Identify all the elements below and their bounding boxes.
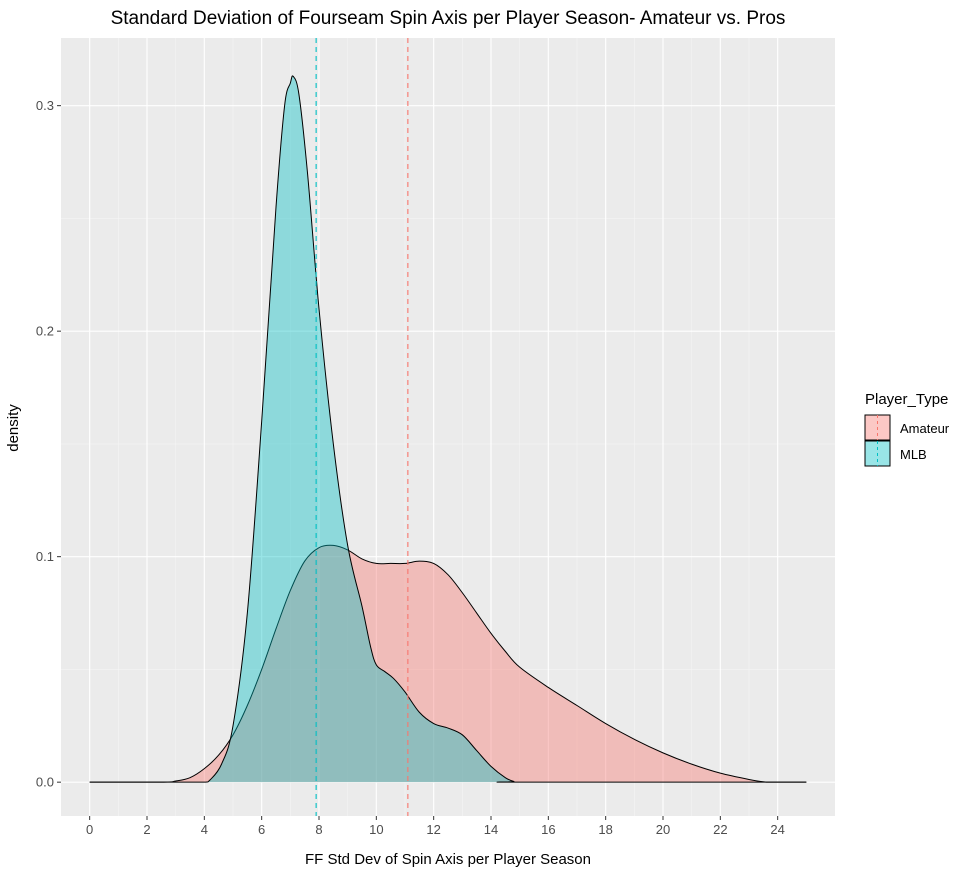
grid-minor (61, 38, 835, 816)
x-tick-label: 0 (86, 822, 93, 837)
x-tick-label: 6 (258, 822, 265, 837)
plot-panel (61, 38, 835, 816)
x-axis: 0 2 4 6 8 10 12 14 16 18 20 22 24 (86, 816, 785, 837)
y-tick-label: 0.3 (36, 98, 54, 113)
legend-label-mlb: MLB (900, 447, 927, 462)
x-tick-label: 2 (143, 822, 150, 837)
x-tick-label: 20 (656, 822, 670, 837)
density-areas (89, 75, 807, 783)
x-tick-label: 16 (541, 822, 555, 837)
x-axis-title: FF Std Dev of Spin Axis per Player Seaso… (305, 851, 591, 868)
y-tick-label: 0.1 (36, 549, 54, 564)
legend: Player_Type Amateur MLB (864, 391, 950, 467)
density-line-mlb (89, 75, 807, 783)
x-tick-label: 22 (713, 822, 727, 837)
x-tick-label: 14 (484, 822, 498, 837)
density-area-mlb (89, 75, 807, 783)
mean-lines (315, 38, 409, 816)
grid-major (61, 38, 835, 816)
y-tick-label: 0.2 (36, 324, 54, 339)
y-axis-title: density (5, 404, 22, 452)
x-tick-label: 18 (598, 822, 612, 837)
y-axis: 0.0 0.1 0.2 0.3 (36, 98, 61, 790)
legend-item-amateur: Amateur (864, 414, 950, 441)
x-tick-label: 8 (315, 822, 322, 837)
x-tick-label: 12 (426, 822, 440, 837)
density-area-amateur (89, 545, 807, 783)
legend-title: Player_Type (865, 391, 948, 408)
chart-title: Standard Deviation of Fourseam Spin Axis… (111, 8, 786, 29)
x-tick-label: 4 (201, 822, 208, 837)
y-tick-label: 0.0 (36, 775, 54, 790)
legend-label-amateur: Amateur (900, 421, 950, 436)
legend-item-mlb: MLB (864, 440, 927, 467)
density-line-amateur (89, 544, 807, 783)
x-tick-label: 24 (770, 822, 784, 837)
x-tick-label: 10 (369, 822, 383, 837)
